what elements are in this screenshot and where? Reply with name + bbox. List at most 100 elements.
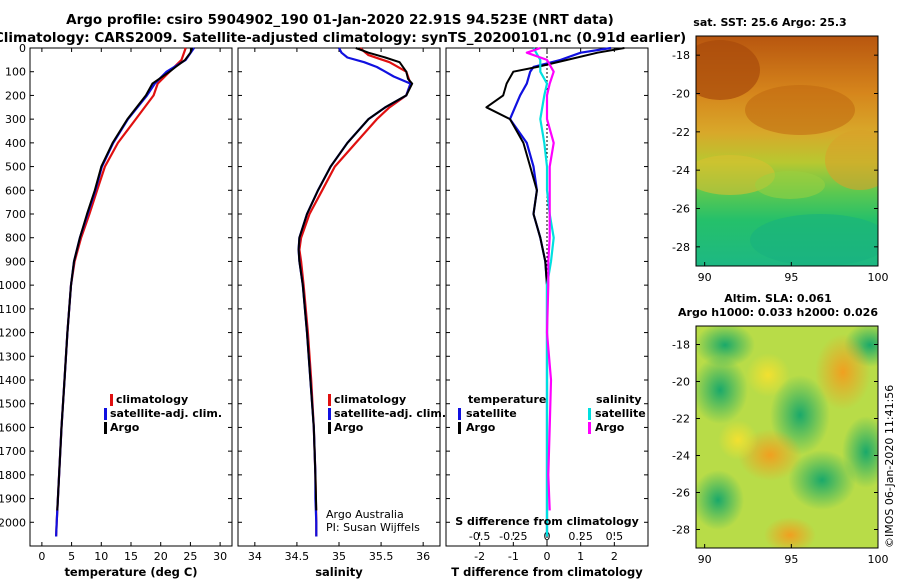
- map-x-tick-label: 90: [698, 553, 712, 566]
- sst-map-frame: [695, 35, 879, 267]
- salinity-panel: [237, 47, 441, 547]
- legend-label: Argo: [334, 421, 364, 434]
- map-x-tick-label: 95: [784, 271, 798, 284]
- title-line-1: Argo profile: csiro 5904902_190 01-Jan-2…: [66, 12, 614, 28]
- legend-swatch-argo: [328, 422, 331, 434]
- legend-swatch-argo: [104, 422, 107, 434]
- depth-tick-label: 1000: [0, 279, 26, 292]
- depth-tick-label: 0: [19, 42, 26, 55]
- depth-tick-label: 1400: [0, 374, 26, 387]
- legend-label: Argo: [595, 421, 625, 434]
- sla-map-frame: [695, 325, 879, 549]
- depth-tick-label: 1600: [0, 421, 26, 434]
- x-tick-label: 1: [577, 550, 584, 563]
- x-tick-label: -2: [474, 550, 485, 563]
- x-tick-label: 10: [94, 550, 108, 563]
- depth-tick-label: 100: [5, 66, 26, 79]
- depth-tick-label: 1100: [0, 303, 26, 316]
- sst-map-axes: 90 95 100 -18 -20 -22 -24 -26 -28: [672, 49, 888, 284]
- sla-map-axes: 90 95 100 -18 -20 -22 -24 -26 -28: [672, 339, 888, 567]
- x-tick-label: 34.5: [285, 550, 310, 563]
- sla-map-title-2: Argo h1000: 0.033 h2000: 0.026: [678, 306, 878, 319]
- x-tick-label: 0: [544, 550, 551, 563]
- s-difference-axis-label: S difference from climatology: [455, 515, 639, 528]
- difference-plot: -2 -1 0 1 2-0.5 -0.25 0 0.25 0.5: [469, 46, 625, 563]
- x-tick-label: 20: [154, 550, 168, 563]
- imos-stamp: ©IMOS 06-Jan-2020 11:41:56: [883, 385, 896, 548]
- legend-label: Argo: [466, 421, 496, 434]
- series-line-argo: [56, 47, 194, 511]
- map-y-tick-label: -26: [672, 203, 690, 216]
- legend-label: climatology: [334, 393, 406, 406]
- temperature-axis-label: temperature (deg C): [64, 565, 197, 579]
- depth-axis: 0 100 200 300 400 500 600 700 800 900 1000 1100 1200…: [0, 42, 648, 529]
- depth-tick-label: 1800: [0, 469, 26, 482]
- credit-line-2: PI: Susan Wijffels: [326, 521, 420, 534]
- depth-tick-label: 1200: [0, 327, 26, 340]
- title-line-2: Climatology: CARS2009. Satellite-adjuste…: [0, 30, 686, 46]
- map-y-tick-label: -26: [672, 487, 690, 500]
- series-line-argo: [297, 47, 414, 511]
- legend-label: satellite: [466, 407, 517, 420]
- x-tick-label: 2: [611, 550, 618, 563]
- legend-swatch-t-satellite: [458, 408, 461, 420]
- sla-map-title-1: Altim. SLA: 0.061: [724, 292, 831, 305]
- t-difference-axis-label: T difference from climatology: [451, 565, 643, 579]
- map-x-tick-label: 100: [868, 553, 889, 566]
- legend-swatch-satellite: [104, 408, 107, 420]
- map-y-tick-label: -22: [672, 413, 690, 426]
- x-tick-label: 36: [416, 550, 430, 563]
- map-x-tick-label: 100: [868, 271, 889, 284]
- legend-swatch-s-argo: [588, 422, 591, 434]
- depth-tick-label: 300: [5, 113, 26, 126]
- depth-tick-label: 800: [5, 232, 26, 245]
- x-tick-label: 0: [38, 550, 45, 563]
- depth-tick-label: 2000: [0, 516, 26, 529]
- x-tick-label: -1: [508, 550, 519, 563]
- temperature-panel: [29, 47, 233, 547]
- temperature-legend: climatology satellite-adj. clim. Argo: [104, 393, 222, 434]
- difference-legend: temperature salinity satellite Argo sate…: [455, 393, 645, 528]
- sla-map: [696, 326, 878, 548]
- depth-tick-label: 1500: [0, 398, 26, 411]
- x-tick-label: 34: [248, 550, 262, 563]
- map-y-tick-label: -20: [672, 88, 690, 101]
- map-x-tick-label: 90: [698, 271, 712, 284]
- legend-swatch-climatology: [110, 394, 113, 406]
- x2-tick-label: -0.25: [499, 530, 527, 543]
- legend-label: satellite-adj. clim.: [334, 407, 446, 420]
- map-y-tick-label: -18: [672, 339, 690, 352]
- x2-tick-label: 0.25: [568, 530, 593, 543]
- depth-tick-label: 600: [5, 184, 26, 197]
- sst-map-title: sat. SST: 25.6 Argo: 25.3: [693, 16, 846, 29]
- map-x-tick-label: 95: [784, 553, 798, 566]
- depth-tick-label: 1700: [0, 445, 26, 458]
- map-y-tick-label: -24: [672, 164, 690, 177]
- depth-tick-label: 200: [5, 89, 26, 102]
- x-tick-label: 25: [183, 550, 197, 563]
- x-tick-label: 35: [332, 550, 346, 563]
- legend-label: climatology: [116, 393, 188, 406]
- map-y-tick-label: -20: [672, 376, 690, 389]
- x-tick-label: 15: [124, 550, 138, 563]
- map-y-tick-label: -28: [672, 241, 690, 254]
- map-y-tick-label: -18: [672, 49, 690, 62]
- temperature-plot: 0 5 10 15 20 25 30: [38, 47, 227, 563]
- legend-swatch-s-satellite: [588, 408, 591, 420]
- depth-tick-label: 1900: [0, 493, 26, 506]
- legend-label: satellite: [595, 407, 646, 420]
- legend-heading-salinity: salinity: [596, 393, 642, 406]
- map-y-tick-label: -28: [672, 524, 690, 537]
- depth-tick-label: 400: [5, 137, 26, 150]
- salinity-plot: 34 34.5 35 35.5 36: [248, 47, 430, 563]
- depth-tick-label: 1300: [0, 350, 26, 363]
- depth-tick-label: 900: [5, 255, 26, 268]
- map-y-tick-label: -24: [672, 450, 690, 463]
- map-y-tick-label: -22: [672, 126, 690, 139]
- x-tick-label: 5: [68, 550, 75, 563]
- legend-swatch-satellite: [328, 408, 331, 420]
- credit-line-1: Argo Australia: [326, 508, 404, 521]
- salinity-axis-label: salinity: [315, 565, 363, 579]
- legend-swatch-t-argo: [458, 422, 461, 434]
